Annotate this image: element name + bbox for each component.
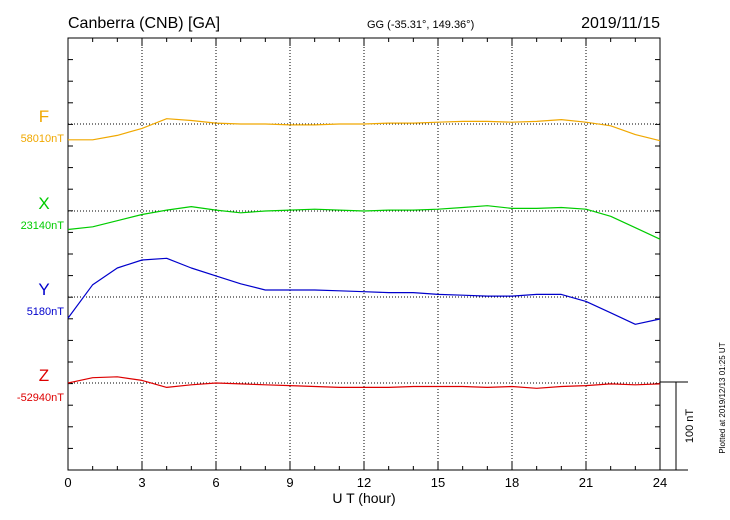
series-name-z: Z [39,366,49,385]
x-tick-label: 3 [138,475,145,490]
series-baseline-y: 5180nT [27,306,65,318]
series-line-z [67,376,661,389]
x-tick-label: 6 [212,475,219,490]
scale-bar-label: 100 nT [684,409,696,444]
x-tick-label: 21 [579,475,593,490]
series-labels: F 58010nT X 23140nT Y 5180nT Z -52940nT [17,107,64,404]
series-line-f [68,118,661,142]
series-lines [67,118,661,389]
series-baseline-f: 58010nT [21,133,65,145]
x-tick-label: 18 [505,475,519,490]
series-baseline-z: -52940nT [17,392,64,404]
station-title: Canberra (CNB) [GA] [68,15,220,32]
series-name-x: X [38,194,49,213]
coordinates-label: GG (-35.31°, 149.36°) [367,19,474,31]
date-label: 2019/11/15 [581,15,660,32]
x-tick-label: 12 [357,475,371,490]
x-tick-label: 9 [286,475,293,490]
series-line-x [67,205,661,240]
grid [68,38,660,470]
x-axis-title: U T (hour) [332,490,395,506]
series-line-y [67,257,661,325]
x-tick-label: 15 [431,475,445,490]
x-tick-labels: 0 3 6 9 12 15 18 21 24 [64,475,667,490]
series-name-y: Y [38,280,49,299]
series-baseline-x: 23140nT [21,220,65,232]
x-tick-label: 0 [64,475,71,490]
scale-bar: 100 nT [660,381,696,471]
series-name-f: F [39,107,49,126]
axis-ticks [67,38,661,470]
x-tick-label: 24 [653,475,667,490]
plotted-at-note: Plotted at 2019/12/13 01:25 UT [718,342,727,453]
